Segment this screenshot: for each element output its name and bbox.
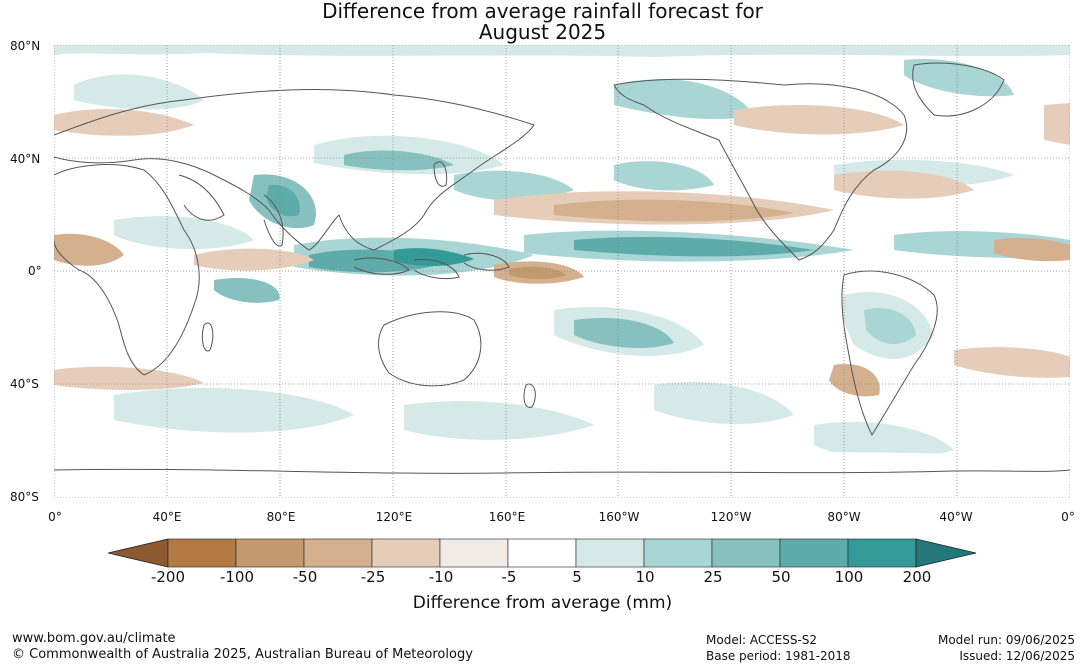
lat-label-0: 0° (28, 264, 42, 278)
colorbar-segment (439, 538, 509, 568)
footer-base-period: Base period: 1981-2018 (706, 649, 851, 663)
colorbar (108, 538, 977, 568)
map-title-line1: Difference from average rainfall forecas… (322, 0, 763, 23)
colorbar-segment (779, 538, 849, 568)
lat-label-80s: 80°S (10, 490, 39, 504)
footer-issued: Issued: 12/06/2025 (959, 649, 1075, 663)
colorbar-segment (371, 538, 441, 568)
colorbar-tick-label: -5 (501, 568, 517, 586)
colorbar-segment (643, 538, 713, 568)
footer-model: Model: ACCESS-S2 (706, 633, 818, 647)
colorbar-segment (847, 538, 917, 568)
lat-label-40n: 40°N (10, 152, 41, 166)
lon-label-160e: 160°E (488, 510, 526, 524)
colorbar-segment (711, 538, 781, 568)
colorbar-tick-label: 5 (572, 568, 582, 586)
lon-label-120e: 120°E (375, 510, 413, 524)
colorbar-tick-label: -25 (360, 568, 386, 586)
colorbar-tick-label: 200 (902, 568, 932, 586)
anomaly-patches (54, 45, 1070, 498)
lon-label-80e: 80°E (266, 510, 296, 524)
colorbar-extend-low (108, 538, 169, 568)
lon-label-0-east: 0° (1061, 510, 1075, 524)
lon-label-120w: 120°W (710, 510, 752, 524)
lon-label-40w: 40°W (939, 510, 973, 524)
lat-label-80n: 80°N (10, 39, 41, 53)
lat-label-40s: 40°S (10, 377, 39, 391)
colorbar-segment (303, 538, 373, 568)
footer-copyright: © Commonwealth of Australia 2025, Austra… (12, 647, 473, 662)
lon-label-40e: 40°E (152, 510, 182, 524)
lon-label-160w: 160°W (598, 510, 640, 524)
colorbar-segment (167, 538, 237, 568)
map-title-line2: August 2025 (478, 20, 607, 44)
colorbar-tick-label: -100 (219, 568, 255, 586)
graticule (54, 45, 1070, 498)
colorbar-tick-label: 10 (635, 568, 655, 586)
colorbar-tick-label: -50 (292, 568, 318, 586)
colorbar-tick-label: 50 (771, 568, 791, 586)
lon-label-80w: 80°W (827, 510, 861, 524)
colorbar-segment (575, 538, 645, 568)
coastlines (54, 62, 1070, 474)
rainfall-map (54, 45, 1070, 498)
colorbar-title: Difference from average (mm) (412, 593, 673, 613)
colorbar-tick-label: 100 (834, 568, 864, 586)
colorbar-segment (235, 538, 305, 568)
colorbar-tick-label: -10 (428, 568, 454, 586)
colorbar-tick-label: 25 (703, 568, 723, 586)
lon-label-0-west: 0° (48, 510, 62, 524)
colorbar-segment (507, 538, 577, 568)
colorbar-tick-label: -200 (150, 568, 186, 586)
footer-url: www.bom.gov.au/climate (12, 631, 176, 646)
map-canvas (54, 45, 1070, 498)
colorbar-extend-high (915, 538, 977, 568)
footer-model-run: Model run: 09/06/2025 (937, 633, 1075, 647)
